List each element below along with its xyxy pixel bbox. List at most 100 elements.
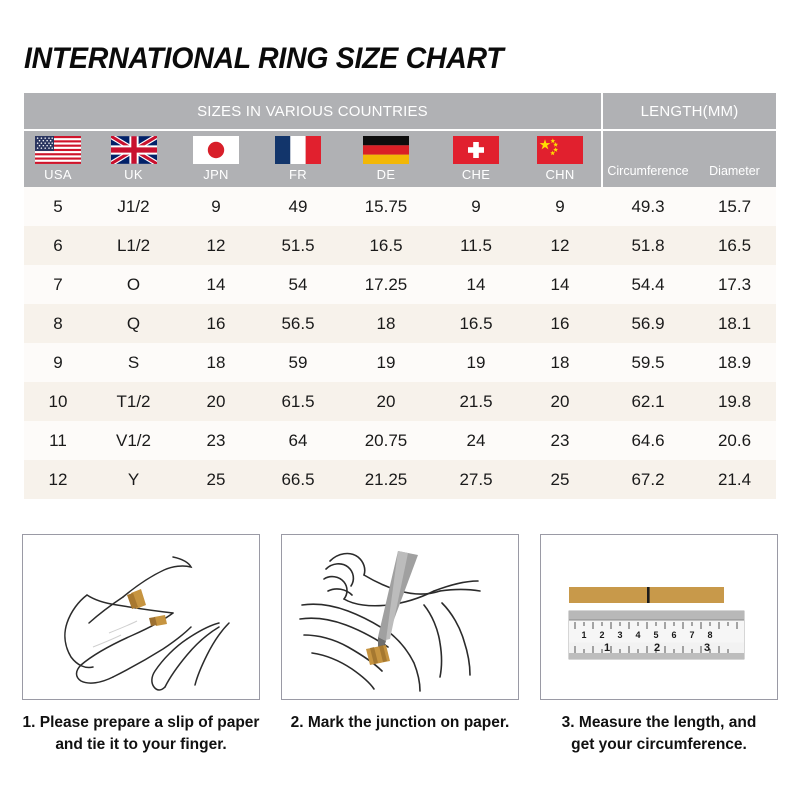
svg-text:6: 6 xyxy=(671,630,676,640)
table-row: 5 J1/2 9 49 15.75 9 9 49.3 15.7 xyxy=(24,187,776,226)
table-row: 9 S 18 59 19 19 18 59.5 18.9 xyxy=(24,343,776,382)
table-column-header-row: USA UK JPN xyxy=(24,131,776,187)
header-vertical-divider xyxy=(601,93,603,129)
column-header-fr: FR xyxy=(257,131,339,187)
cell-che: 9 xyxy=(471,196,481,216)
cell-de: 15.75 xyxy=(364,196,408,216)
cell-chn: 9 xyxy=(555,196,565,216)
flag-japan-icon xyxy=(193,136,239,164)
cell-jpn: 18 xyxy=(206,352,226,372)
cell-fr: 59 xyxy=(288,352,308,372)
instruction-caption-1: 1. Please prepare a slip of paper and ti… xyxy=(22,712,260,756)
table-row: 10 T1/2 20 61.5 20 21.5 20 62.1 19.8 xyxy=(24,382,776,421)
cell-usa: 10 xyxy=(48,391,68,411)
cell-fr: 54 xyxy=(288,274,308,294)
cell-circumference: 64.6 xyxy=(631,430,665,450)
instruction-line-2: get your circumference. xyxy=(571,736,747,753)
table-row: 12 Y 25 66.5 21.25 27.5 25 67.2 21.4 xyxy=(24,460,776,499)
cell-usa: 6 xyxy=(53,235,63,255)
column-header-chn: CHN xyxy=(519,131,601,187)
cell-che: 16.5 xyxy=(459,313,493,333)
cell-de: 17.25 xyxy=(364,274,408,294)
cell-diameter: 18.1 xyxy=(717,313,752,333)
ring-size-table: SIZES IN VARIOUS COUNTRIES LENGTH(MM) xyxy=(24,93,776,499)
cell-diameter: 16.5 xyxy=(717,235,752,255)
cell-circumference: 49.3 xyxy=(631,196,665,216)
cell-de: 18 xyxy=(376,313,396,333)
cell-chn: 16 xyxy=(550,313,570,333)
cell-che: 11.5 xyxy=(460,235,492,255)
column-code-uk: UK xyxy=(124,167,143,182)
instruction-step-3: 1 2 3 4 5 6 7 8 xyxy=(540,534,778,756)
table-body: 5 J1/2 9 49 15.75 9 9 49.3 15.7 6 L1/2 1… xyxy=(24,187,776,499)
table-group-header-row: SIZES IN VARIOUS COUNTRIES LENGTH(MM) xyxy=(24,93,776,129)
cell-circumference: 67.2 xyxy=(631,469,665,489)
instruction-step-2: 2. Mark the junction on paper. xyxy=(281,534,519,756)
cell-che: 14 xyxy=(466,274,486,294)
instruction-caption-2: 2. Mark the junction on paper. xyxy=(281,712,519,734)
cell-che: 24 xyxy=(466,430,486,450)
cell-circumference: 54.4 xyxy=(631,274,665,294)
svg-text:3: 3 xyxy=(617,630,622,640)
column-header-usa: USA xyxy=(24,131,92,187)
cell-de: 16.5 xyxy=(369,235,403,255)
cell-fr: 61.5 xyxy=(281,391,315,411)
cell-uk: T1/2 xyxy=(116,391,151,411)
table-row: 6 L1/2 12 51.5 16.5 11.5 12 51.8 16.5 xyxy=(24,226,776,265)
column-code-fr: FR xyxy=(289,167,307,182)
cell-uk: O xyxy=(126,274,141,294)
cell-de: 20 xyxy=(376,391,396,411)
group-header-length: LENGTH(MM) xyxy=(640,102,739,120)
cell-chn: 20 xyxy=(550,391,570,411)
cell-jpn: 9 xyxy=(211,196,221,216)
cell-fr: 64 xyxy=(288,430,308,450)
header-horizontal-divider xyxy=(24,129,776,131)
column-header-jpn: JPN xyxy=(175,131,257,187)
column-code-che: CHE xyxy=(461,167,491,182)
cell-circumference: 59.5 xyxy=(631,352,665,372)
cell-jpn: 14 xyxy=(206,274,226,294)
cell-chn: 23 xyxy=(550,430,570,450)
cell-de: 20.75 xyxy=(364,430,408,450)
cell-fr: 49 xyxy=(288,196,308,216)
instruction-line-2: and tie it to your finger. xyxy=(55,736,227,753)
cell-jpn: 23 xyxy=(206,430,226,450)
table-row: 7 O 14 54 17.25 14 14 54.4 17.3 xyxy=(24,265,776,304)
cell-usa: 8 xyxy=(53,313,63,333)
flag-usa-icon xyxy=(35,136,81,164)
cell-fr: 56.5 xyxy=(281,313,315,333)
column-code-jpn: JPN xyxy=(203,167,229,182)
flagrow-vertical-divider xyxy=(601,131,603,187)
svg-text:1: 1 xyxy=(604,642,610,654)
cell-uk: Y xyxy=(127,469,140,489)
column-header-diameter: Diameter xyxy=(709,164,760,178)
cell-usa: 12 xyxy=(48,469,68,489)
cell-diameter: 17.3 xyxy=(717,274,752,294)
cell-de: 21.25 xyxy=(364,469,408,489)
cell-che: 27.5 xyxy=(459,469,493,489)
instruction-caption-3: 3. Measure the length, and get your circ… xyxy=(540,712,778,756)
flag-france-icon xyxy=(275,136,321,164)
cell-uk: V1/2 xyxy=(116,430,151,450)
column-header-che: CHE xyxy=(433,131,519,187)
cell-jpn: 12 xyxy=(206,235,226,255)
cell-che: 19 xyxy=(466,352,486,372)
column-header-circumference: Circumference xyxy=(607,164,689,178)
svg-text:4: 4 xyxy=(635,630,640,640)
column-code-chn: CHN xyxy=(545,167,575,182)
cell-circumference: 51.8 xyxy=(631,235,665,255)
group-header-sizes: SIZES IN VARIOUS COUNTRIES xyxy=(197,102,428,120)
flag-germany-icon xyxy=(363,136,409,164)
cell-usa: 9 xyxy=(53,352,63,372)
column-header-de: DE xyxy=(339,131,433,187)
cell-fr: 51.5 xyxy=(281,235,315,255)
svg-text:8: 8 xyxy=(707,630,712,640)
cell-chn: 18 xyxy=(550,352,570,372)
svg-text:1: 1 xyxy=(581,630,586,640)
svg-text:5: 5 xyxy=(653,630,658,640)
cell-diameter: 19.8 xyxy=(717,391,752,411)
instruction-line-1: 3. Measure the length, and xyxy=(561,714,757,731)
cell-jpn: 16 xyxy=(206,313,226,333)
flag-china-icon xyxy=(537,136,583,164)
cell-uk: L1/2 xyxy=(116,235,151,255)
